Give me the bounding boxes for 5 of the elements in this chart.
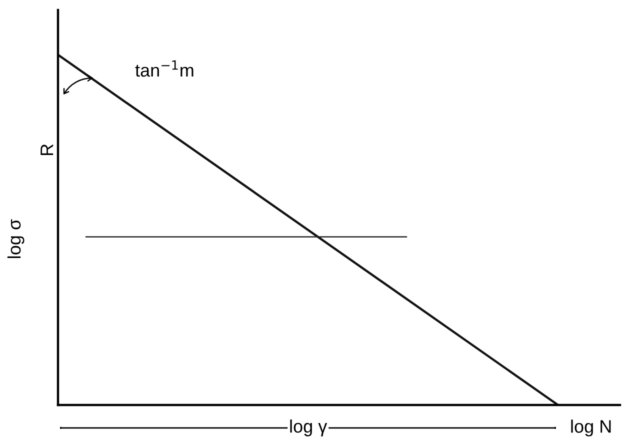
- text: log N: [571, 420, 611, 436]
- annotation: R: [40, 144, 54, 156]
- y-axis-title: log σ: [7, 219, 24, 258]
- annotation: tan$^{−1}$m: [135, 60, 194, 77]
- x-axis-title: log γ: [290, 419, 328, 436]
